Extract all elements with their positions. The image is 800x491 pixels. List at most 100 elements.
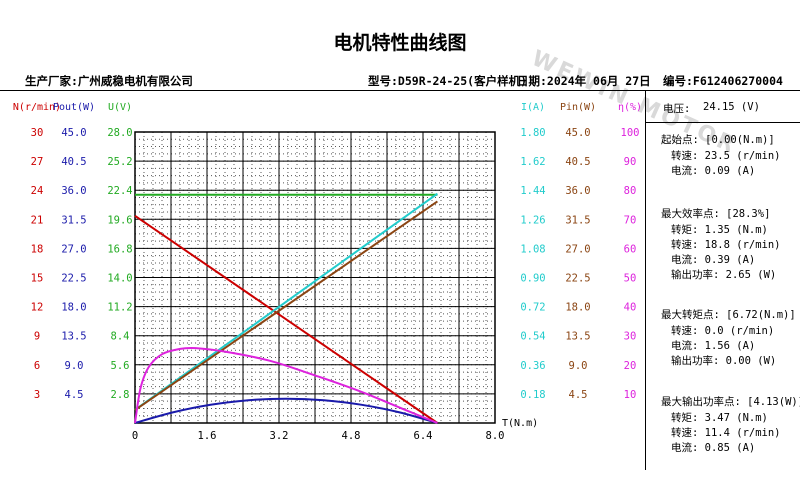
axis-tick-label: 40 bbox=[624, 302, 637, 314]
x-tick-label: 8.0 bbox=[486, 430, 505, 442]
panel-divider bbox=[645, 90, 646, 470]
axis-tick-label: 25.2 bbox=[107, 156, 132, 168]
axis-tick-label: 20 bbox=[624, 360, 637, 372]
axis-tick-label: 100 bbox=[621, 127, 640, 139]
max-output-speed: 转速: 11.4 (r/min) bbox=[671, 427, 781, 439]
axis-tick-label: 21 bbox=[31, 214, 44, 226]
axis-tick-label: 16.8 bbox=[107, 243, 132, 255]
axis-tick-label: 24 bbox=[31, 185, 44, 197]
max-torque-title: 最大转矩点: [6.72(N.m)] bbox=[661, 309, 796, 321]
start-point-title: 起始点: [0.00(N.m)] bbox=[661, 134, 775, 146]
header-rule bbox=[0, 90, 800, 91]
axis-header-label: Pin(W) bbox=[560, 102, 596, 113]
max-efficiency-torque: 转矩: 1.35 (N.m) bbox=[671, 224, 768, 236]
axis-tick-label: 1.62 bbox=[520, 156, 545, 168]
axis-tick-label: 90 bbox=[624, 156, 637, 168]
x-axis-label: T(N.m) bbox=[502, 418, 538, 429]
plot-frame bbox=[134, 131, 496, 424]
voltage-value: 24.15 (V) bbox=[703, 101, 760, 113]
axis-tick-label: 10 bbox=[624, 389, 637, 401]
axis-header-label: Pout(W) bbox=[53, 102, 95, 113]
chart-grid bbox=[134, 131, 496, 424]
eff-curve bbox=[134, 346, 438, 424]
axis-tick-label: 1.44 bbox=[520, 185, 545, 197]
x-tick-label: 0 bbox=[132, 430, 138, 442]
max-output-current: 电流: 0.85 (A) bbox=[671, 442, 756, 454]
axis-tick-label: 13.5 bbox=[61, 331, 86, 343]
axis-tick-label: 27.0 bbox=[565, 243, 590, 255]
axis-tick-label: 9.0 bbox=[65, 360, 84, 372]
x-tick-label: 1.6 bbox=[198, 430, 217, 442]
axis-tick-label: 5.6 bbox=[111, 360, 130, 372]
axis-tick-label: 14.0 bbox=[107, 273, 132, 285]
axis-tick-label: 36.0 bbox=[565, 185, 590, 197]
axis-tick-label: 27.0 bbox=[61, 243, 86, 255]
axis-tick-label: 18 bbox=[31, 243, 44, 255]
i-curve bbox=[134, 192, 438, 411]
axis-tick-label: 40.5 bbox=[565, 156, 590, 168]
max-torque-speed: 转速: 0.0 (r/min) bbox=[671, 325, 775, 337]
axis-tick-label: 18.0 bbox=[565, 302, 590, 314]
axis-tick-label: 0.18 bbox=[520, 389, 545, 401]
pout-curve bbox=[134, 397, 438, 424]
max-torque-current: 电流: 1.56 (A) bbox=[671, 340, 756, 352]
max-efficiency-current: 电流: 0.39 (A) bbox=[671, 254, 756, 266]
axis-tick-label: 0.36 bbox=[520, 360, 545, 372]
axis-tick-label: 11.2 bbox=[107, 302, 132, 314]
axis-tick-label: 3 bbox=[34, 389, 40, 401]
axis-tick-label: 0.72 bbox=[520, 302, 545, 314]
axis-header-label: U(V) bbox=[108, 102, 132, 113]
axis-tick-label: 40.5 bbox=[61, 156, 86, 168]
date-label: 日期:2024年 06月 27日 bbox=[517, 74, 651, 88]
axis-tick-label: 4.5 bbox=[65, 389, 84, 401]
axis-tick-label: 9.0 bbox=[569, 360, 588, 372]
axis-tick-label: 80 bbox=[624, 185, 637, 197]
axis-tick-label: 60 bbox=[624, 243, 637, 255]
axis-tick-label: 13.5 bbox=[565, 331, 590, 343]
chart-curves bbox=[134, 192, 438, 424]
max-output-title: 最大输出功率点: [4.13(W)] bbox=[661, 396, 800, 408]
max-efficiency-title: 最大效率点: [28.3%] bbox=[661, 208, 771, 220]
axis-tick-label: 45.0 bbox=[61, 127, 86, 139]
axis-tick-label: 28.0 bbox=[107, 127, 132, 139]
axis-header-label: N(r/min) bbox=[13, 102, 61, 113]
max-torque-output: 输出功率: 0.00 (W) bbox=[671, 355, 777, 367]
chart-title: 电机特性曲线图 bbox=[333, 32, 467, 54]
x-tick-label: 3.2 bbox=[270, 430, 289, 442]
axis-tick-label: 36.0 bbox=[61, 185, 86, 197]
axis-tick-label: 27 bbox=[31, 156, 44, 168]
axis-tick-label: 19.6 bbox=[107, 214, 132, 226]
axis-tick-label: 22.5 bbox=[565, 273, 590, 285]
voltage-label: 电压: bbox=[663, 103, 691, 115]
manufacturer-label: 生产厂家:广州威稳电机有限公司 bbox=[25, 74, 193, 88]
axis-tick-label: 9 bbox=[34, 331, 40, 343]
axis-tick-label: 12 bbox=[31, 302, 44, 314]
start-point-current: 电流: 0.09 (A) bbox=[671, 165, 756, 177]
panel-rule bbox=[645, 122, 800, 123]
pin-curve bbox=[134, 200, 438, 411]
x-tick-label: 4.8 bbox=[342, 430, 361, 442]
axis-tick-label: 31.5 bbox=[61, 214, 86, 226]
axis-tick-label: 30 bbox=[31, 127, 44, 139]
serial-label: 编号:F612406270004 bbox=[663, 74, 783, 88]
axis-tick-label: 45.0 bbox=[565, 127, 590, 139]
axis-tick-label: 8.4 bbox=[111, 331, 130, 343]
axis-tick-label: 18.0 bbox=[61, 302, 86, 314]
n-curve bbox=[134, 214, 438, 424]
axis-tick-label: 0.90 bbox=[520, 273, 545, 285]
axis-tick-label: 6 bbox=[34, 360, 40, 372]
axis-tick-label: 70 bbox=[624, 214, 637, 226]
axis-tick-label: 1.26 bbox=[520, 214, 545, 226]
max-efficiency-speed: 转速: 18.8 (r/min) bbox=[671, 239, 781, 251]
axis-tick-label: 1.80 bbox=[520, 127, 545, 139]
axis-tick-label: 22.5 bbox=[61, 273, 86, 285]
max-output-torque: 转矩: 3.47 (N.m) bbox=[671, 412, 768, 424]
x-tick-label: 6.4 bbox=[414, 430, 433, 442]
axis-tick-label: 4.5 bbox=[569, 389, 588, 401]
axis-tick-label: 30 bbox=[624, 331, 637, 343]
model-label: 型号:D59R-24-25(客户样机) bbox=[368, 74, 528, 88]
axis-tick-label: 2.8 bbox=[111, 389, 130, 401]
axis-tick-label: 0.54 bbox=[520, 331, 545, 343]
axis-tick-label: 50 bbox=[624, 273, 637, 285]
